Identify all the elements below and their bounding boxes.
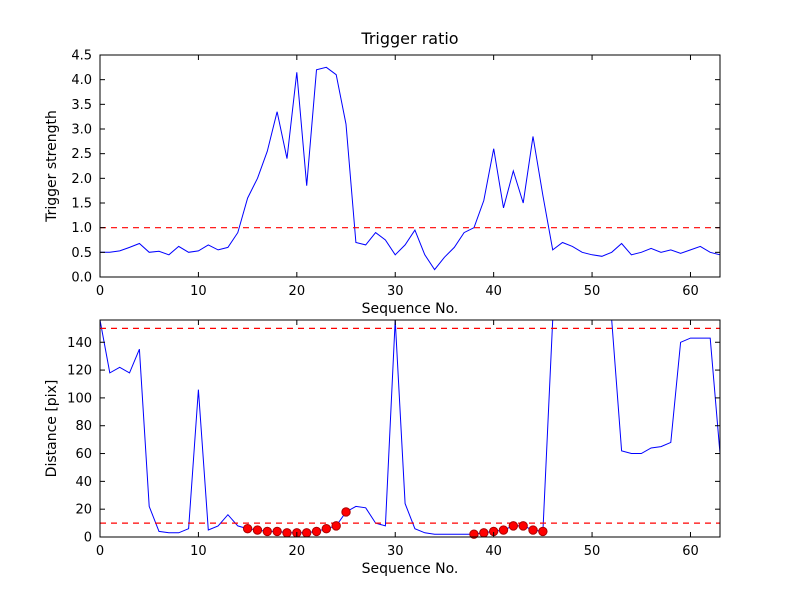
y-tick-label: 1.0 bbox=[71, 221, 92, 236]
x-tick-label: 30 bbox=[387, 284, 404, 299]
y-tick-label: 2.0 bbox=[71, 172, 92, 187]
x-tick-label: 20 bbox=[289, 544, 306, 559]
distance-data-marker bbox=[508, 521, 519, 531]
x-tick-label: 0 bbox=[96, 544, 104, 559]
distance-axes-frame bbox=[99, 319, 721, 538]
x-tick-label: 60 bbox=[682, 544, 699, 559]
y-tick-label: 4.5 bbox=[71, 49, 92, 64]
distance-data-marker bbox=[518, 521, 528, 531]
y-axis-label: Distance [pix] bbox=[44, 380, 60, 478]
distance-data-marker bbox=[498, 525, 509, 535]
distance-data-marker bbox=[479, 528, 489, 538]
y-tick-label: 140 bbox=[67, 336, 92, 351]
y-tick-label: 1.5 bbox=[71, 197, 92, 212]
distance-data-marker bbox=[331, 521, 341, 531]
x-tick-label: 0 bbox=[96, 284, 104, 299]
y-tick-label: 3.0 bbox=[71, 123, 92, 138]
x-tick-label: 40 bbox=[485, 544, 502, 559]
y-axis-label: Trigger strength bbox=[44, 110, 60, 223]
distance-data-marker bbox=[272, 526, 282, 537]
x-tick-label: 10 bbox=[190, 544, 207, 559]
y-tick-label: 120 bbox=[67, 364, 92, 379]
y-tick-label: 0.0 bbox=[71, 271, 92, 286]
x-axis-label: Sequence No. bbox=[362, 561, 459, 577]
trigger-strength-axes-frame bbox=[99, 54, 721, 278]
distance-data-marker bbox=[242, 523, 253, 534]
y-tick-label: 80 bbox=[75, 419, 92, 434]
distance-data-marker bbox=[321, 523, 332, 534]
x-tick-label: 20 bbox=[289, 284, 306, 299]
distance-data-marker bbox=[528, 525, 538, 535]
distance-series-line bbox=[99, 319, 721, 535]
y-tick-label: 100 bbox=[67, 391, 92, 406]
distance-data-marker bbox=[469, 529, 479, 539]
trigger-strength-series-line bbox=[100, 66, 721, 271]
y-tick-label: 40 bbox=[75, 475, 92, 490]
y-tick-label: 0.5 bbox=[71, 246, 92, 261]
chart-title: Trigger ratio bbox=[360, 29, 458, 48]
y-tick-label: 4.0 bbox=[71, 73, 92, 88]
y-tick-label: 20 bbox=[75, 503, 92, 518]
distance-data-marker bbox=[311, 526, 322, 537]
x-tick-label: 60 bbox=[682, 284, 699, 299]
distance-data-marker bbox=[341, 507, 351, 517]
x-tick-label: 40 bbox=[485, 284, 502, 299]
distance-data-marker bbox=[301, 528, 312, 538]
x-axis-label: Sequence No. bbox=[362, 301, 459, 317]
y-tick-label: 0 bbox=[84, 531, 92, 546]
y-tick-label: 60 bbox=[75, 447, 92, 462]
y-tick-label: 3.5 bbox=[71, 98, 92, 113]
x-tick-label: 50 bbox=[584, 284, 601, 299]
x-tick-label: 50 bbox=[584, 544, 601, 559]
y-tick-label: 2.5 bbox=[71, 147, 92, 162]
x-tick-label: 30 bbox=[387, 544, 404, 559]
distance-data-marker bbox=[262, 526, 273, 537]
distance-data-marker bbox=[282, 528, 292, 538]
distance-data-marker bbox=[538, 526, 548, 537]
x-tick-label: 10 bbox=[190, 284, 207, 299]
distance-data-marker bbox=[252, 525, 263, 535]
